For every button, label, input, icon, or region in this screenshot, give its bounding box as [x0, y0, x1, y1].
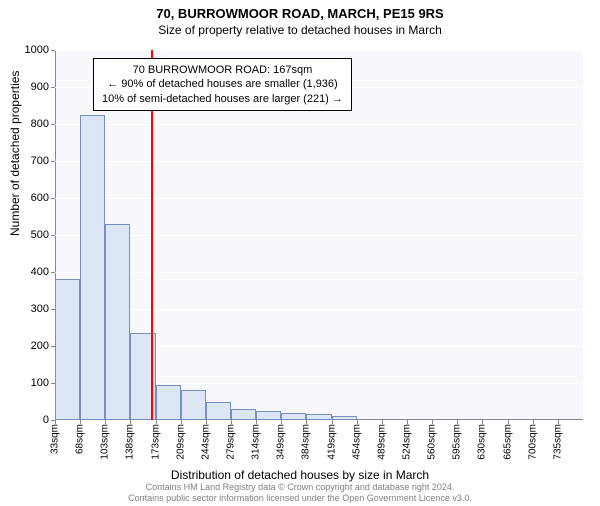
attribution-line2: Contains public sector information licen… [0, 493, 600, 504]
x-tick-label: 454sqm [351, 424, 362, 460]
y-tick-label: 400 [31, 266, 49, 278]
histogram-bar [105, 224, 130, 420]
y-tick-label: 500 [31, 229, 49, 241]
annotation-line2: ← 90% of detached houses are smaller (1,… [102, 77, 343, 91]
histogram-bar [55, 279, 80, 420]
x-tick-label: 314sqm [251, 424, 262, 460]
y-tick-label: 200 [31, 340, 49, 352]
x-tick-label: 665sqm [502, 424, 513, 460]
y-axis-label: Number of detached properties [8, 71, 22, 236]
y-tick-label: 100 [31, 377, 49, 389]
y-tick-label: 800 [31, 118, 49, 130]
histogram-bar [332, 416, 357, 420]
histogram-bar [181, 390, 206, 420]
chart-area: 01002003004005006007008009001000 33sqm68… [55, 50, 583, 420]
y-tick-label: 700 [31, 155, 49, 167]
annotation-line1: 70 BURROWMOOR ROAD: 167sqm [102, 63, 343, 77]
x-tick-label: 489sqm [376, 424, 387, 460]
histogram-bar [231, 409, 256, 420]
x-tick-label: 209sqm [175, 424, 186, 460]
attribution-line1: Contains HM Land Registry data © Crown c… [0, 482, 600, 493]
x-tick-label: 524sqm [402, 424, 413, 460]
x-tick-label: 700sqm [527, 424, 538, 460]
histogram-bar [156, 385, 181, 420]
x-tick-label: 349sqm [276, 424, 287, 460]
y-tick-label: 900 [31, 81, 49, 93]
annotation-line3: 10% of semi-detached houses are larger (… [102, 92, 343, 106]
attribution: Contains HM Land Registry data © Crown c… [0, 482, 600, 504]
x-tick-label: 630sqm [477, 424, 488, 460]
annotation-box: 70 BURROWMOOR ROAD: 167sqm ← 90% of deta… [93, 58, 352, 111]
chart-title-main: 70, BURROWMOOR ROAD, MARCH, PE15 9RS [0, 6, 600, 21]
x-tick-label: 419sqm [326, 424, 337, 460]
x-tick-label: 279sqm [226, 424, 237, 460]
y-tick-label: 0 [43, 414, 49, 426]
histogram-bar [256, 411, 281, 420]
x-tick-label: 735sqm [552, 424, 563, 460]
histogram-bar [281, 413, 306, 420]
histogram-bar [206, 402, 231, 421]
histogram-bar [80, 115, 105, 420]
x-tick-label: 173sqm [150, 424, 161, 460]
x-tick-label: 560sqm [427, 424, 438, 460]
x-tick-label: 595sqm [452, 424, 463, 460]
x-tick-label: 138sqm [125, 424, 136, 460]
chart-title-sub: Size of property relative to detached ho… [0, 23, 600, 37]
y-tick-label: 1000 [25, 44, 49, 56]
x-tick-label: 68sqm [75, 424, 86, 454]
histogram-bar [306, 414, 331, 420]
y-tick-label: 300 [31, 303, 49, 315]
y-tick-label: 600 [31, 192, 49, 204]
x-tick-label: 103sqm [100, 424, 111, 460]
x-tick-label: 384sqm [301, 424, 312, 460]
x-axis-label: Distribution of detached houses by size … [0, 468, 600, 482]
x-tick-label: 33sqm [50, 424, 61, 454]
x-tick-label: 244sqm [200, 424, 211, 460]
